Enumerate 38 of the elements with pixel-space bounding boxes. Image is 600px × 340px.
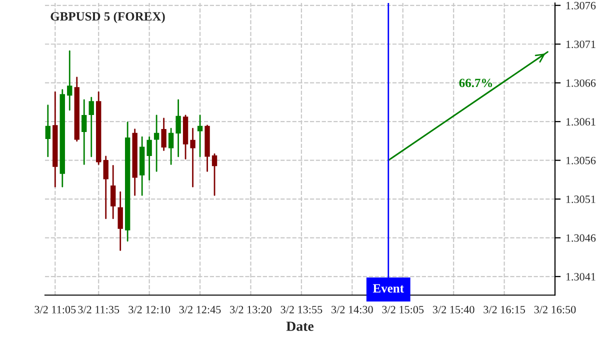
candlestick <box>146 136 152 180</box>
y-tick-label: 1.3071 <box>566 40 596 48</box>
candlestick <box>161 118 166 151</box>
x-tick-label: 3/2 15:05 <box>382 306 424 314</box>
candlestick <box>110 165 116 220</box>
candlestick <box>118 191 123 251</box>
x-tick-label: 3/2 15:40 <box>432 306 474 314</box>
x-tick-label: 3/2 13:20 <box>230 306 272 314</box>
x-tick-label: 3/2 16:15 <box>484 306 525 314</box>
y-tick-label: 1.3046 <box>566 234 596 242</box>
candlestick <box>67 50 72 111</box>
y-tick-label: 1.3051 <box>566 196 596 204</box>
y-tick-label: 1.3076 <box>566 2 596 10</box>
x-tick-label: 3/2 12:10 <box>128 306 170 314</box>
candlestick <box>45 104 50 158</box>
candlestick <box>197 114 203 158</box>
candlestick <box>154 114 160 172</box>
annotation: 66.7% <box>459 78 492 88</box>
x-tick-label: 3/2 16:50 <box>534 306 576 314</box>
candlestick <box>176 99 181 158</box>
y-tick-label: 1.3041 <box>566 272 596 281</box>
y-tick-label: 1.3056 <box>566 156 596 164</box>
x-tick-label: 3/2 12:45 <box>179 306 221 314</box>
text: GBPUSD 5 (FOREX) <box>50 12 165 24</box>
candlestick <box>212 153 218 196</box>
x-tick-label: 3/2 13:55 <box>280 306 322 314</box>
y-tick-label: 1.3066 <box>566 79 596 87</box>
x-tick-label: 3/2 11:35 <box>78 306 120 314</box>
candlestick <box>190 128 196 188</box>
x-axis-title: Date <box>286 322 314 331</box>
candlestick <box>88 96 94 158</box>
x-tick-label: 3/2 14:30 <box>332 306 373 314</box>
candlestick <box>82 99 87 165</box>
y-tick-label: 1.3061 <box>566 118 596 126</box>
x-tick-label: 3/2 11:05 <box>34 306 76 314</box>
ref-line-label: Event <box>372 284 404 293</box>
candlestick <box>103 156 108 220</box>
candlestick <box>168 128 174 165</box>
